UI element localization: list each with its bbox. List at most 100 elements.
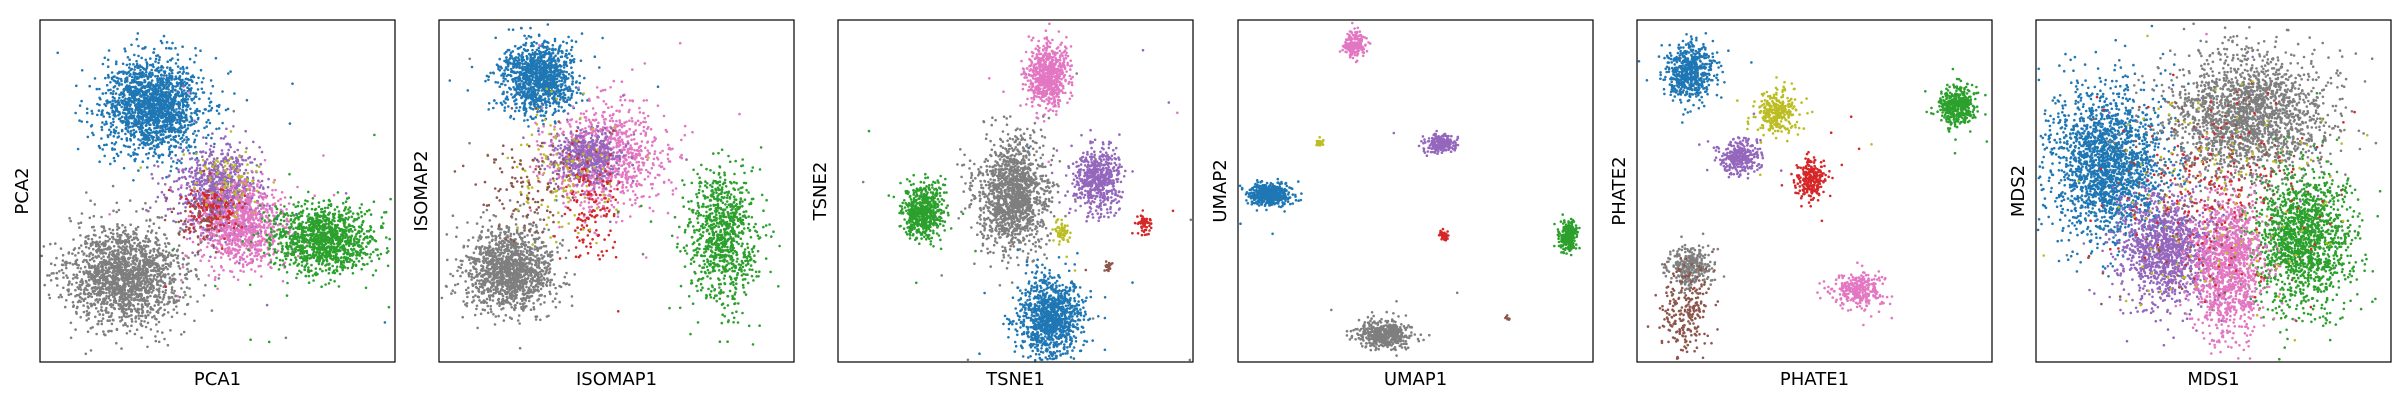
data-point	[319, 219, 323, 223]
panel-pca-cluster-blue	[56, 32, 387, 324]
data-point	[199, 49, 202, 52]
data-point	[110, 141, 114, 145]
data-point	[200, 81, 204, 84]
data-point	[225, 234, 228, 238]
data-point	[236, 207, 239, 210]
data-point	[251, 228, 255, 231]
data-point	[212, 177, 216, 181]
data-point	[178, 126, 181, 130]
data-point	[138, 99, 141, 102]
data-point	[203, 178, 206, 182]
data-point	[72, 238, 75, 241]
data-point	[106, 134, 110, 137]
data-point	[341, 268, 345, 272]
data-point	[369, 228, 372, 232]
data-point	[308, 223, 312, 227]
data-point	[168, 150, 172, 154]
data-point	[257, 249, 260, 253]
data-point	[159, 100, 163, 104]
data-point	[124, 132, 127, 136]
data-point	[230, 208, 234, 211]
data-point	[209, 161, 212, 164]
data-point	[138, 65, 141, 69]
data-point	[387, 305, 391, 309]
data-point	[159, 126, 162, 129]
data-point	[327, 282, 331, 285]
data-point	[224, 250, 227, 254]
data-point	[262, 211, 265, 214]
data-point	[151, 99, 155, 103]
data-point	[145, 107, 148, 110]
data-point	[127, 123, 130, 126]
data-point	[262, 206, 265, 209]
data-point	[152, 154, 155, 158]
data-point	[172, 108, 175, 111]
data-point	[241, 253, 244, 257]
data-point	[247, 157, 250, 160]
data-point	[259, 219, 263, 223]
data-point	[157, 145, 160, 149]
data-point	[187, 214, 191, 218]
data-point	[222, 268, 225, 272]
data-point	[214, 276, 217, 279]
data-point	[162, 77, 165, 80]
data-point	[128, 74, 131, 77]
data-point	[307, 281, 311, 285]
data-point	[377, 257, 381, 261]
data-point	[109, 81, 112, 84]
data-point	[313, 208, 317, 211]
data-point	[166, 66, 169, 69]
data-point	[261, 192, 265, 196]
data-point	[185, 66, 189, 70]
data-point	[105, 122, 108, 126]
data-point	[179, 142, 183, 146]
data-point	[297, 262, 301, 266]
data-point	[145, 70, 148, 74]
data-point	[216, 186, 219, 190]
data-point	[135, 37, 139, 41]
data-point	[97, 144, 101, 148]
data-point	[145, 153, 148, 156]
data-point	[308, 245, 311, 248]
data-point	[189, 175, 192, 178]
data-point	[347, 208, 350, 211]
data-point	[189, 107, 192, 111]
data-point	[344, 226, 347, 229]
data-point	[352, 220, 355, 223]
data-point	[273, 248, 277, 251]
data-point	[374, 269, 378, 272]
data-point	[181, 176, 184, 179]
data-point	[161, 83, 164, 87]
data-point	[295, 276, 298, 280]
data-point	[280, 191, 284, 194]
data-point	[321, 253, 324, 256]
data-point	[285, 212, 289, 215]
data-point	[325, 254, 328, 258]
data-point	[238, 207, 242, 211]
data-point	[135, 72, 138, 76]
data-point	[297, 240, 301, 244]
data-point	[163, 101, 166, 104]
data-point	[134, 85, 137, 89]
data-point	[124, 85, 128, 89]
data-point	[279, 242, 283, 245]
data-point	[137, 125, 140, 129]
data-point	[257, 253, 261, 256]
data-point	[235, 161, 239, 165]
data-point	[182, 148, 185, 152]
data-point	[285, 294, 289, 297]
data-point	[228, 250, 231, 254]
data-point	[49, 279, 53, 282]
data-point	[217, 105, 221, 109]
data-point	[171, 89, 174, 92]
data-point	[260, 235, 263, 238]
data-point	[127, 96, 131, 100]
data-point	[327, 222, 331, 226]
data-point	[80, 69, 84, 72]
data-point	[219, 137, 223, 140]
data-point	[171, 190, 174, 193]
data-point	[304, 274, 308, 278]
data-point	[258, 146, 261, 149]
data-point	[252, 193, 256, 197]
data-point	[135, 93, 138, 97]
